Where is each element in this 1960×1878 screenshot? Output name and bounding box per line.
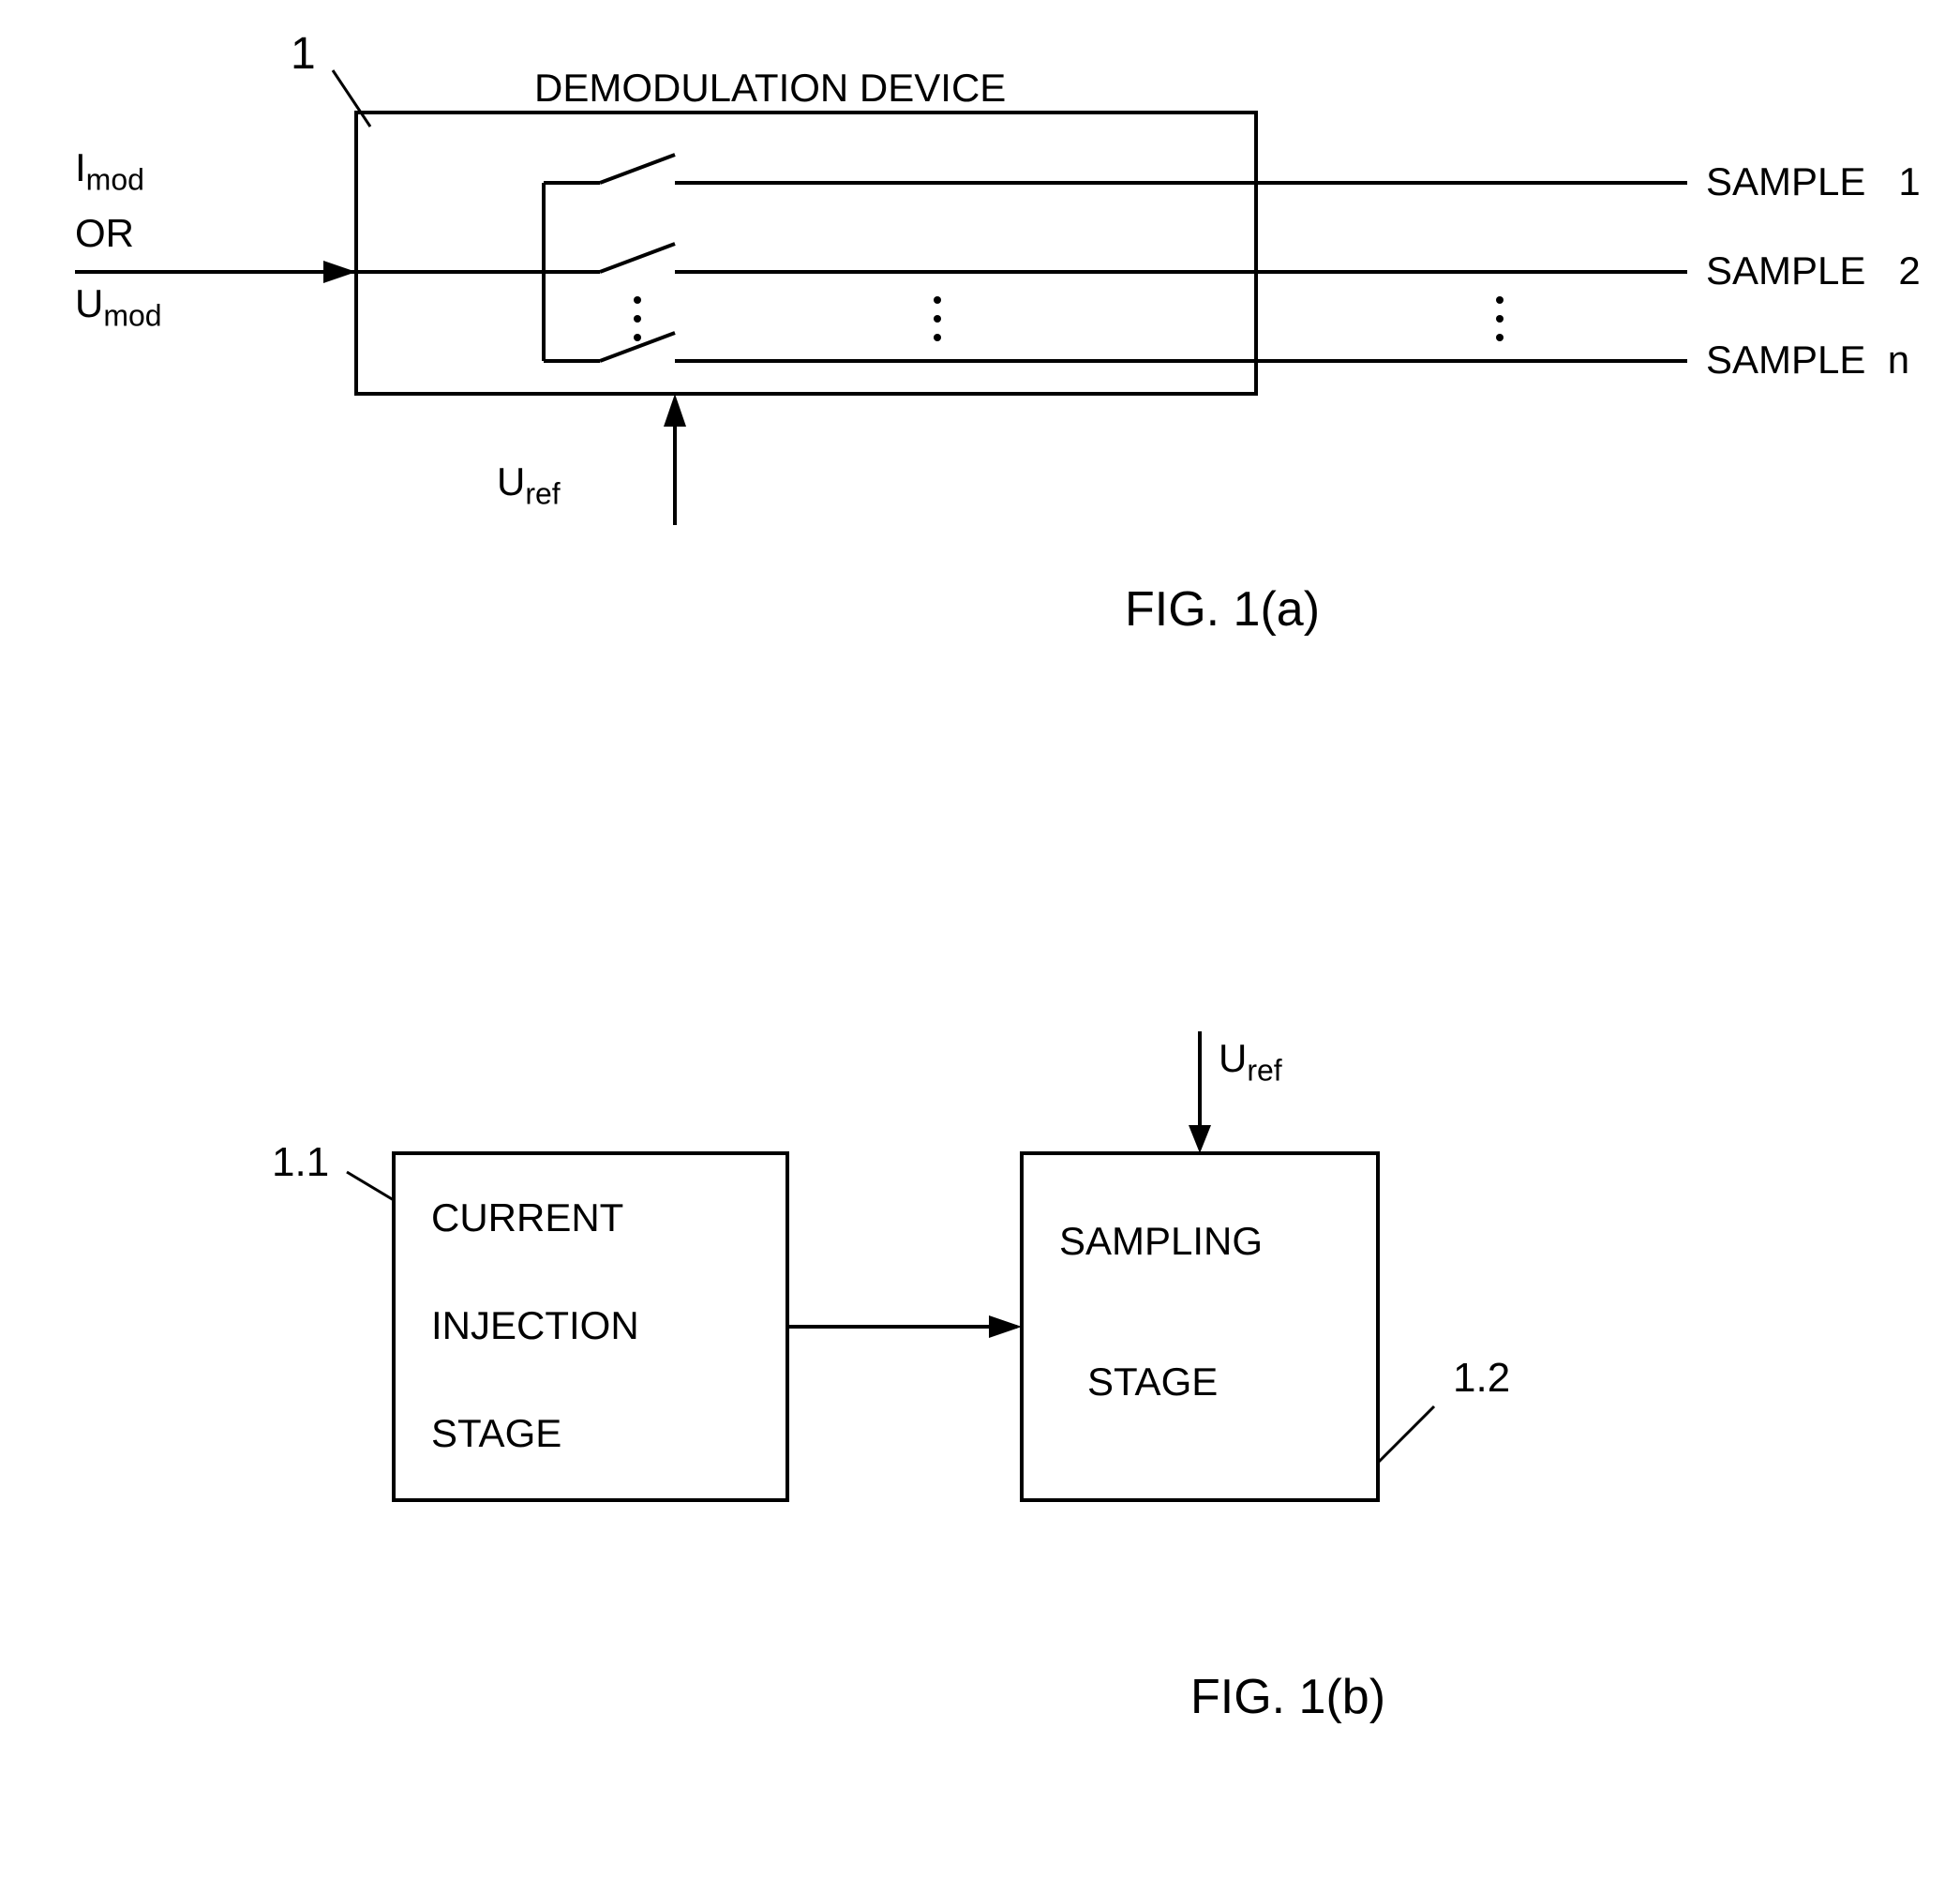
box-sampling — [1022, 1153, 1378, 1500]
uref2-label: Uref — [1219, 1036, 1282, 1088]
fig1a-caption: FIG. 1(a) — [1125, 581, 1320, 638]
box-arrow-head — [989, 1315, 1022, 1338]
sample1-label: SAMPLE 1 — [1706, 159, 1921, 204]
input-umod: Umod — [75, 281, 162, 333]
uref2-arrow — [1189, 1125, 1211, 1153]
box1-line3: STAGE — [431, 1411, 561, 1456]
box2-line2: STAGE — [1087, 1360, 1218, 1405]
uref-arrow — [664, 394, 686, 427]
fig1b-caption: FIG. 1(b) — [1190, 1669, 1385, 1725]
ref-num-11: 1.1 — [272, 1139, 329, 1186]
demod-title: DEMODULATION DEVICE — [534, 66, 1006, 111]
ref-num-1: 1 — [291, 28, 316, 80]
switch2 — [600, 244, 675, 272]
uref-label: Uref — [497, 459, 561, 511]
input-imod: Imod — [75, 145, 144, 197]
ref12-line — [1378, 1406, 1434, 1463]
samplen-label: SAMPLE n — [1706, 338, 1909, 383]
ref1-line — [333, 70, 370, 127]
demod-box — [356, 113, 1256, 394]
box1-line1: CURRENT — [431, 1195, 623, 1240]
ref11-line — [347, 1172, 394, 1200]
input-arrow — [323, 261, 356, 283]
switch1 — [600, 155, 675, 183]
box1-line2: INJECTION — [431, 1303, 639, 1348]
box2-line1: SAMPLING — [1059, 1219, 1263, 1264]
sample2-label: SAMPLE 2 — [1706, 248, 1921, 293]
diagram-svg — [0, 0, 1960, 1878]
ref-num-12: 1.2 — [1453, 1355, 1510, 1402]
input-or: OR — [75, 211, 134, 256]
